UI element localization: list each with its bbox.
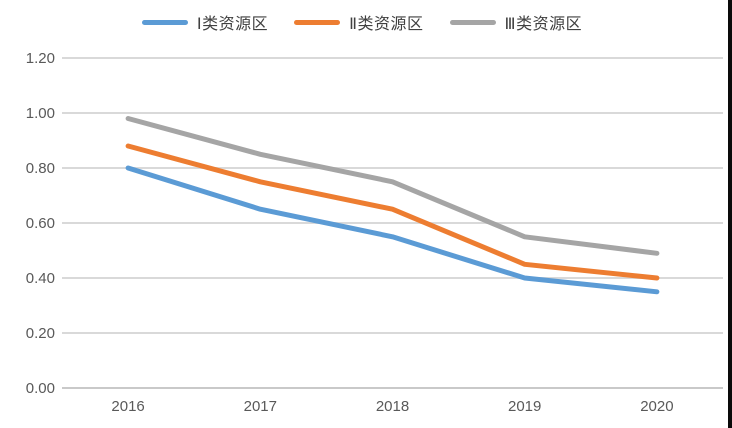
series-line-1 xyxy=(125,165,660,295)
legend-swatch-zone3-icon xyxy=(449,19,496,25)
legend-item-zone2: Ⅱ类资源区 xyxy=(294,10,423,34)
legend-item-zone3: Ⅲ类资源区 xyxy=(449,10,583,34)
x-tick-label: 2020 xyxy=(640,398,673,415)
x-tick-label: 2018 xyxy=(376,398,409,415)
legend-item-zone1: Ⅰ类资源区 xyxy=(141,10,269,34)
right-edge-bar xyxy=(728,0,732,428)
y-tick-label: 0.20 xyxy=(26,325,55,342)
chart-legend: Ⅰ类资源区 Ⅱ类资源区 Ⅲ类资源区 xyxy=(0,10,724,34)
y-tick-label: 0.00 xyxy=(26,380,55,397)
y-tick-label: 1.20 xyxy=(26,50,55,67)
y-tick-label: 0.60 xyxy=(26,215,55,232)
legend-label-zone2: Ⅱ类资源区 xyxy=(349,16,424,33)
legend-label-zone3: Ⅲ类资源区 xyxy=(504,16,583,33)
x-tick-label: 2016 xyxy=(111,398,144,415)
series-line-2 xyxy=(125,143,660,281)
legend-swatch-zone1-icon xyxy=(141,19,188,25)
y-tick-label: 0.80 xyxy=(26,160,55,177)
x-tick-label: 2019 xyxy=(508,398,541,415)
x-tick-label: 2017 xyxy=(244,398,277,415)
y-tick-label: 0.40 xyxy=(26,270,55,287)
legend-swatch-zone2-icon xyxy=(294,19,341,25)
series-line-3 xyxy=(125,116,660,256)
y-tick-label: 1.00 xyxy=(26,105,55,122)
legend-label-zone1: Ⅰ类资源区 xyxy=(196,16,269,33)
